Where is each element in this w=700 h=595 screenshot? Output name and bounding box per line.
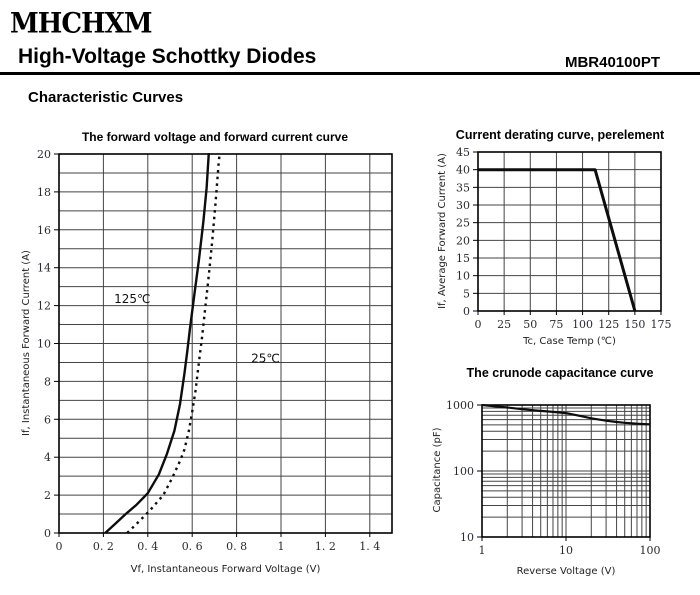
svg-text:0: 0 <box>463 305 470 318</box>
svg-text:100: 100 <box>453 465 474 478</box>
svg-text:0. 2: 0. 2 <box>93 540 114 553</box>
svg-text:25℃: 25℃ <box>251 352 280 366</box>
chart1-y-axis-label: If, Instantaneous Forward Current (A) <box>21 250 32 436</box>
svg-text:45: 45 <box>456 146 470 159</box>
svg-text:1: 1 <box>479 544 486 557</box>
svg-text:30: 30 <box>456 199 470 212</box>
svg-text:16: 16 <box>37 224 51 237</box>
svg-text:2: 2 <box>44 489 51 502</box>
svg-text:100: 100 <box>640 544 661 557</box>
svg-text:12: 12 <box>37 300 51 313</box>
svg-text:20: 20 <box>456 234 470 247</box>
svg-text:0: 0 <box>44 527 51 540</box>
svg-text:175: 175 <box>651 318 672 331</box>
chart1-forward-voltage-plot: 0 0. 2 0. 4 0. 6 0. 8 1 1. 2 1. 4 0 2 4 6 8 10 12 14 16 1… <box>37 148 393 553</box>
svg-text:0. 4: 0. 4 <box>137 540 158 553</box>
svg-text:1. 4: 1. 4 <box>359 540 380 553</box>
chart1-x-axis-label: Vf, Instantaneous Forward Voltage (V) <box>130 564 321 575</box>
svg-text:10: 10 <box>456 270 470 283</box>
svg-text:0. 8: 0. 8 <box>226 540 247 553</box>
svg-text:125: 125 <box>598 318 619 331</box>
chart3-title: The crunode capacitance curve <box>466 366 654 380</box>
svg-text:15: 15 <box>456 252 470 265</box>
page-title: High-Voltage Schottky Diodes <box>18 45 317 68</box>
svg-text:0: 0 <box>475 318 482 331</box>
chart2-y-axis-label: If, Average Forward Current (A) <box>437 153 448 309</box>
svg-text:0. 6: 0. 6 <box>182 540 203 553</box>
svg-text:1000: 1000 <box>446 399 474 412</box>
brand-logo: MHCHXM <box>10 7 153 41</box>
svg-text:25: 25 <box>497 318 511 331</box>
chart1-title: The forward voltage and forward current … <box>81 130 349 144</box>
svg-text:6: 6 <box>44 413 51 426</box>
svg-text:18: 18 <box>37 186 51 199</box>
svg-text:35: 35 <box>456 181 470 194</box>
chart3-y-axis-label: Capacitance (pF) <box>432 427 443 513</box>
chart2-title: Current derating curve, perelement <box>455 128 665 142</box>
svg-text:5: 5 <box>463 287 470 300</box>
svg-text:1: 1 <box>278 540 285 553</box>
svg-text:25: 25 <box>456 217 470 230</box>
part-number: MBR40100PT <box>564 54 660 71</box>
section-title: Characteristic Curves <box>28 89 184 106</box>
svg-text:10: 10 <box>37 338 51 351</box>
svg-text:100: 100 <box>572 318 593 331</box>
chart2-x-axis-label: Tc, Case Temp (℃) <box>523 336 616 347</box>
svg-text:0: 0 <box>56 540 63 553</box>
svg-text:1. 2: 1. 2 <box>315 540 336 553</box>
svg-text:4: 4 <box>44 451 51 464</box>
svg-text:10: 10 <box>460 531 474 544</box>
svg-text:125℃: 125℃ <box>114 292 150 306</box>
svg-text:50: 50 <box>523 318 537 331</box>
svg-text:40: 40 <box>456 164 470 177</box>
svg-text:20: 20 <box>37 148 51 161</box>
header-divider <box>0 72 700 75</box>
svg-text:8: 8 <box>44 375 51 388</box>
svg-text:14: 14 <box>37 262 51 275</box>
chart3-capacitance-plot: 1 10 100 10 100 1000 <box>446 399 661 557</box>
chart2-derating-plot: 0 25 50 75 100 125 150 175 0 5 10 15 20 25 30 35 40 45 <box>456 146 672 331</box>
chart3-x-axis-label: Reverse Voltage (V) <box>516 566 616 577</box>
svg-text:75: 75 <box>549 318 563 331</box>
svg-text:10: 10 <box>559 544 573 557</box>
svg-text:150: 150 <box>624 318 645 331</box>
